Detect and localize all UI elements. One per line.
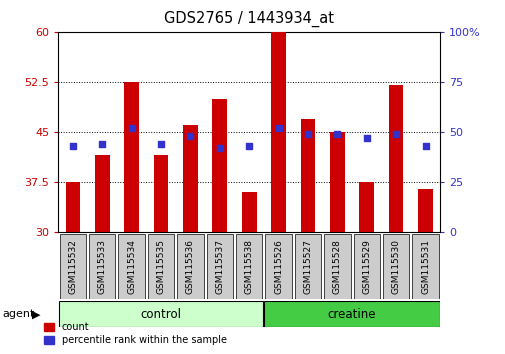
Text: GSM115530: GSM115530 bbox=[391, 239, 400, 294]
Point bbox=[215, 145, 223, 151]
Bar bbox=[388, 85, 402, 232]
Bar bbox=[353, 234, 379, 299]
Bar bbox=[412, 234, 438, 299]
Bar bbox=[183, 125, 197, 232]
Bar bbox=[329, 132, 344, 232]
Text: GSM115526: GSM115526 bbox=[274, 239, 282, 294]
Bar bbox=[147, 234, 174, 299]
Bar bbox=[95, 155, 110, 232]
Point bbox=[157, 141, 165, 147]
Bar bbox=[264, 301, 439, 327]
Text: GSM115532: GSM115532 bbox=[68, 239, 77, 294]
Text: creatine: creatine bbox=[327, 308, 376, 321]
Text: GSM115527: GSM115527 bbox=[303, 239, 312, 294]
Bar bbox=[300, 119, 315, 232]
Bar bbox=[212, 98, 227, 232]
Point bbox=[127, 125, 135, 131]
Point bbox=[362, 135, 370, 141]
Bar bbox=[235, 234, 262, 299]
Bar bbox=[124, 82, 139, 232]
Text: GSM115536: GSM115536 bbox=[185, 239, 194, 294]
Text: control: control bbox=[140, 308, 181, 321]
Bar bbox=[324, 234, 350, 299]
Point bbox=[69, 143, 77, 149]
Text: GSM115528: GSM115528 bbox=[332, 239, 341, 294]
Text: GSM115538: GSM115538 bbox=[244, 239, 253, 294]
Text: GSM115535: GSM115535 bbox=[156, 239, 165, 294]
Bar bbox=[241, 192, 256, 232]
Point bbox=[333, 131, 341, 137]
Bar bbox=[265, 234, 291, 299]
Bar bbox=[154, 155, 168, 232]
Text: GSM115529: GSM115529 bbox=[362, 239, 371, 294]
Point bbox=[421, 143, 429, 149]
Point bbox=[98, 141, 106, 147]
Bar bbox=[294, 234, 321, 299]
Text: GSM115531: GSM115531 bbox=[420, 239, 429, 294]
Bar bbox=[60, 234, 86, 299]
Text: GDS2765 / 1443934_at: GDS2765 / 1443934_at bbox=[164, 11, 333, 27]
Text: GSM115533: GSM115533 bbox=[97, 239, 107, 294]
Bar bbox=[382, 234, 409, 299]
Bar bbox=[89, 234, 115, 299]
Bar bbox=[206, 234, 233, 299]
Point bbox=[186, 133, 194, 139]
Point bbox=[304, 131, 312, 137]
Bar bbox=[59, 301, 263, 327]
Bar bbox=[417, 189, 432, 232]
Point bbox=[274, 125, 282, 131]
Point bbox=[245, 143, 253, 149]
Bar bbox=[118, 234, 144, 299]
Text: agent: agent bbox=[3, 309, 35, 319]
Bar bbox=[359, 182, 373, 232]
Bar bbox=[271, 32, 285, 232]
Text: ▶: ▶ bbox=[32, 309, 40, 319]
Point bbox=[391, 131, 399, 137]
Text: GSM115534: GSM115534 bbox=[127, 239, 136, 294]
Text: GSM115537: GSM115537 bbox=[215, 239, 224, 294]
Legend: count, percentile rank within the sample: count, percentile rank within the sample bbox=[40, 319, 230, 349]
Bar bbox=[177, 234, 203, 299]
Bar bbox=[66, 182, 80, 232]
